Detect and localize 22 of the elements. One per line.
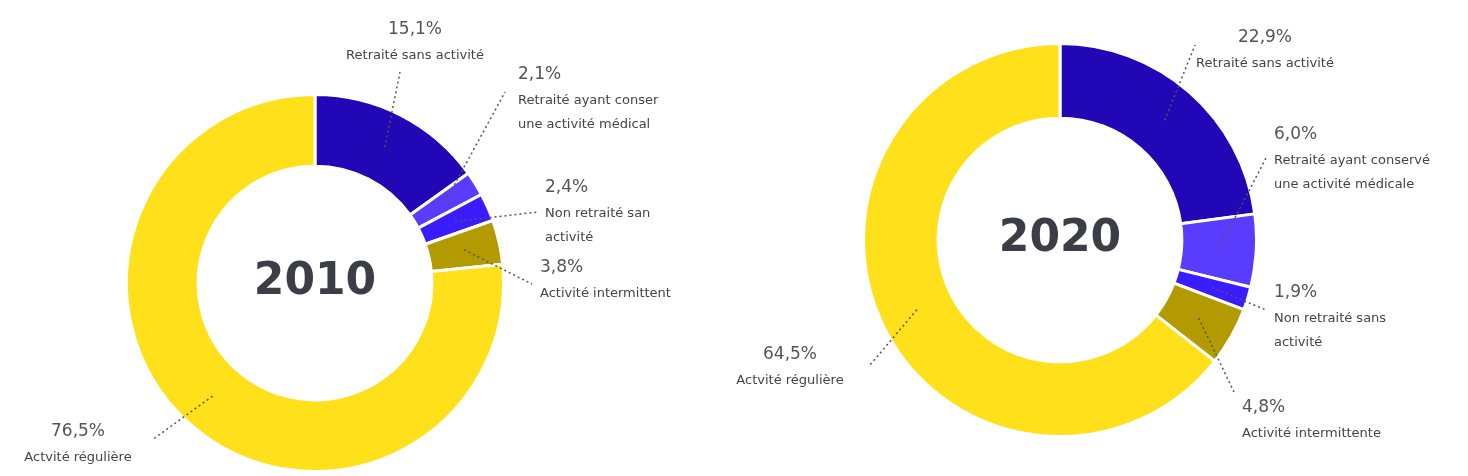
data-label: 22,9% (1237, 26, 1293, 47)
data-label: 2,4% (545, 176, 589, 197)
data-label: 3,8% (540, 256, 584, 277)
slice-label: Activité intermittente (1242, 425, 1381, 441)
data-label: 76,5% (50, 420, 106, 441)
text: 2020 (998, 210, 1122, 262)
slice-label: Retraité ayant conser une activité médical (518, 92, 659, 132)
slice-label: Retraité ayant conservé une activité médicale (1274, 152, 1430, 192)
data-label: 2,1% (518, 63, 562, 84)
slice-label: Actvité régulière (736, 372, 844, 388)
data-label: 1,9% (1274, 281, 1318, 302)
data-label: 64,5% (762, 343, 818, 364)
slice-label: Retraité sans activité (1196, 55, 1334, 71)
data-label: 15,1% (387, 18, 443, 39)
slice-label: Non retraité san activité (545, 205, 651, 245)
text: 2010 (253, 253, 377, 305)
slice-label: Activité intermittent (540, 285, 671, 301)
data-label: 4,8% (1242, 396, 1286, 417)
slice-label: Non retraité sans activité (1274, 310, 1387, 350)
data-label: 6,0% (1274, 123, 1318, 144)
slice-label: Retraité sans activité (346, 47, 484, 63)
slice-label: Actvité régulière (24, 449, 132, 465)
